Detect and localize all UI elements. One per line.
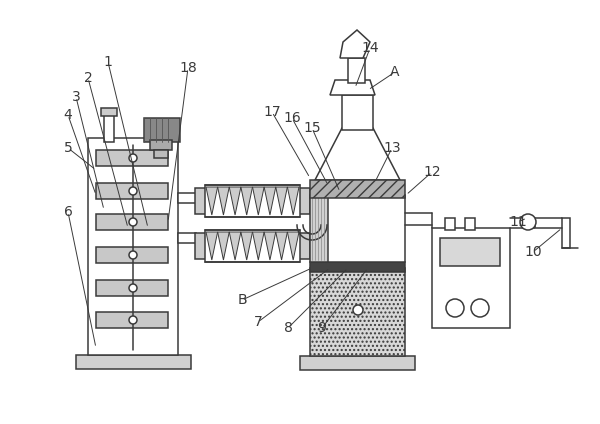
Text: 11: 11 bbox=[509, 215, 527, 229]
Bar bbox=[178, 233, 196, 243]
Polygon shape bbox=[287, 232, 299, 260]
Bar bbox=[88, 138, 178, 355]
Bar bbox=[445, 218, 455, 230]
Text: 18: 18 bbox=[179, 61, 197, 75]
Bar bbox=[96, 214, 168, 230]
Polygon shape bbox=[241, 232, 253, 260]
Bar bbox=[195, 188, 207, 214]
Bar bbox=[154, 150, 168, 158]
Text: 12: 12 bbox=[423, 165, 441, 179]
Text: 9: 9 bbox=[317, 321, 326, 335]
Text: 2: 2 bbox=[83, 71, 92, 85]
Polygon shape bbox=[206, 187, 218, 215]
Polygon shape bbox=[340, 30, 370, 58]
Text: 7: 7 bbox=[254, 315, 262, 329]
Polygon shape bbox=[229, 232, 241, 260]
Bar bbox=[328, 195, 405, 262]
Bar bbox=[440, 238, 500, 266]
Bar bbox=[432, 228, 510, 328]
Circle shape bbox=[471, 299, 489, 317]
Circle shape bbox=[129, 251, 137, 259]
Circle shape bbox=[129, 284, 137, 292]
Polygon shape bbox=[206, 232, 218, 260]
Circle shape bbox=[520, 214, 536, 230]
Polygon shape bbox=[218, 232, 229, 260]
Text: 17: 17 bbox=[263, 105, 281, 119]
Bar bbox=[144, 118, 180, 142]
Polygon shape bbox=[229, 187, 241, 215]
Circle shape bbox=[129, 154, 137, 162]
Polygon shape bbox=[330, 80, 375, 95]
Polygon shape bbox=[264, 187, 276, 215]
Circle shape bbox=[129, 316, 137, 324]
Text: 8: 8 bbox=[284, 321, 292, 335]
Bar bbox=[310, 262, 405, 272]
Text: 1: 1 bbox=[104, 55, 112, 69]
Text: 16: 16 bbox=[283, 111, 301, 125]
Text: 3: 3 bbox=[71, 90, 80, 104]
Text: 10: 10 bbox=[524, 245, 542, 259]
Text: 6: 6 bbox=[64, 205, 73, 219]
Polygon shape bbox=[253, 187, 264, 215]
Bar bbox=[195, 233, 207, 259]
Bar bbox=[298, 233, 310, 259]
Bar bbox=[96, 183, 168, 199]
Text: 13: 13 bbox=[383, 141, 401, 155]
Bar bbox=[310, 195, 330, 262]
Polygon shape bbox=[287, 187, 299, 215]
Circle shape bbox=[129, 218, 137, 226]
Bar bbox=[342, 95, 373, 130]
Bar bbox=[310, 180, 405, 198]
Bar bbox=[101, 108, 117, 116]
Circle shape bbox=[129, 187, 137, 195]
Bar bbox=[348, 58, 365, 83]
Bar bbox=[96, 247, 168, 263]
Polygon shape bbox=[218, 187, 229, 215]
Text: 15: 15 bbox=[303, 121, 321, 135]
Bar bbox=[465, 218, 475, 230]
Bar bbox=[300, 356, 415, 370]
Bar bbox=[562, 218, 570, 248]
Text: 14: 14 bbox=[361, 41, 379, 55]
Bar bbox=[104, 112, 114, 142]
Bar bbox=[205, 230, 300, 262]
Bar bbox=[96, 312, 168, 328]
Bar bbox=[76, 355, 191, 369]
Circle shape bbox=[446, 299, 464, 317]
Bar bbox=[310, 268, 405, 356]
Bar bbox=[150, 140, 172, 150]
Text: A: A bbox=[390, 65, 400, 79]
Text: 4: 4 bbox=[64, 108, 73, 122]
Circle shape bbox=[353, 305, 363, 315]
Bar bbox=[96, 280, 168, 296]
Polygon shape bbox=[276, 187, 287, 215]
Polygon shape bbox=[253, 232, 264, 260]
Bar bbox=[96, 150, 168, 166]
Polygon shape bbox=[264, 232, 276, 260]
Bar bbox=[205, 185, 300, 217]
Text: B: B bbox=[237, 293, 247, 307]
Polygon shape bbox=[241, 187, 253, 215]
Bar bbox=[178, 193, 196, 203]
Text: 5: 5 bbox=[64, 141, 73, 155]
Bar bbox=[298, 188, 310, 214]
Polygon shape bbox=[276, 232, 287, 260]
Polygon shape bbox=[315, 128, 400, 180]
